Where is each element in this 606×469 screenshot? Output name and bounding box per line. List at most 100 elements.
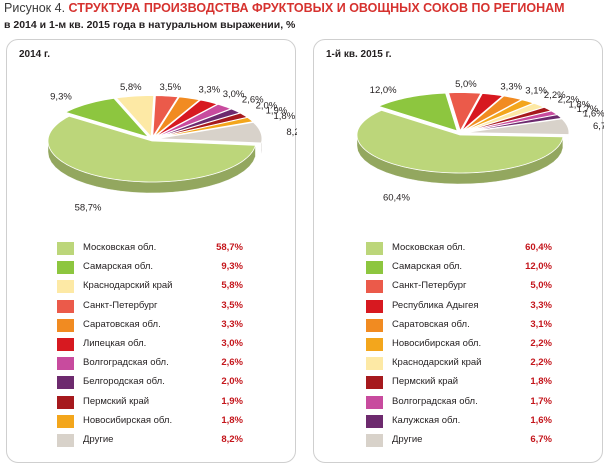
legend-swatch xyxy=(366,357,383,371)
chart-panel-2015q1: 1-й кв. 2015 г. 60,4% 12,0% 5,0% 3,3% 3,1% 2,… xyxy=(313,39,606,463)
pie-slice-липецкая-обл xyxy=(154,99,219,138)
legend-value: 5,8% xyxy=(221,280,243,292)
pie-value-label: 9,3% xyxy=(50,92,72,103)
pie-slice-пермский-край xyxy=(464,106,553,132)
legend-label: Самарская обл. xyxy=(83,261,154,273)
legend-value: 3,0% xyxy=(221,337,243,349)
legend-item: Белгородская обл. 2,0% xyxy=(57,374,307,393)
legend-label: Московская обл. xyxy=(83,242,157,253)
pie-value-label: 8,2% xyxy=(286,127,297,138)
legend-label: Калужская обл. xyxy=(392,414,461,426)
legend-label: Московская обл. xyxy=(392,242,466,253)
pie-value-label: 1,7% xyxy=(577,104,599,115)
pie-slice-самарская-обл xyxy=(64,97,150,138)
legend-label: Волгоградская обл. xyxy=(392,395,478,407)
pie-value-label: 2,0% xyxy=(256,100,278,111)
pie-value-label: 5,0% xyxy=(455,79,477,90)
legend-item: Пермский край 1,8% xyxy=(366,374,606,393)
legend-label: Самарская обл. xyxy=(392,261,463,273)
legend-swatch xyxy=(57,414,74,428)
legend-value: 2,0% xyxy=(221,376,243,388)
legend-swatch xyxy=(366,318,383,332)
pie-slice-московская-обл xyxy=(47,115,256,183)
pie-value-label: 2,6% xyxy=(242,95,264,106)
legend-label: Пермский край xyxy=(83,395,150,407)
legend-item: Другие 6,7% xyxy=(366,432,606,451)
legend-label: Другие xyxy=(83,433,114,445)
legend-swatch xyxy=(366,376,383,390)
chart-panel-2014: 2014 г. 58,7% 9,3% 5,8% 3,5% 3,3% 3,0% 2,6% 2,0… xyxy=(6,39,297,463)
legend-value: 2,2% xyxy=(530,357,552,369)
legend-value: 3,1% xyxy=(530,318,552,330)
legend-item: Пермский край 1,9% xyxy=(57,394,307,413)
legend-item: Московская обл. 60,4% xyxy=(366,240,606,259)
legend-label: Саратовская обл. xyxy=(83,318,161,330)
pie-slice-другие xyxy=(465,118,570,135)
legend-label: Санкт-Петербург xyxy=(83,299,158,311)
legend-value: 6,7% xyxy=(530,433,552,445)
pie-value-label: 3,5% xyxy=(159,82,181,93)
legend-value: 1,7% xyxy=(530,395,552,407)
legend-item: Липецкая обл. 3,0% xyxy=(57,336,307,355)
legend-item: Самарская обл. 9,3% xyxy=(57,259,307,278)
legend-swatch xyxy=(57,318,74,332)
pie-value-label: 3,0% xyxy=(223,89,245,100)
legend-value: 3,5% xyxy=(221,299,243,311)
pie-slice-волгоградская-обл xyxy=(155,103,232,138)
legend-label: Волгоградская обл. xyxy=(83,357,169,369)
figure-number: Рисунок 4. xyxy=(4,1,66,15)
legend-item: Волгоградская обл. 2,6% xyxy=(57,355,307,374)
pie-value-label: 6,7% xyxy=(593,121,604,132)
legend-item: Самарская обл. 12,0% xyxy=(366,259,606,278)
pie-value-label: 3,3% xyxy=(199,85,221,96)
legend-label: Санкт-Петербург xyxy=(392,280,467,292)
legend-swatch xyxy=(366,242,383,255)
legend-value: 5,0% xyxy=(530,280,552,292)
legend-swatch xyxy=(366,414,383,428)
pie-slice-волгоградская-обл xyxy=(465,110,558,133)
legend-label: Белгородская обл. xyxy=(83,376,165,388)
legend-value: 60,4% xyxy=(525,242,552,253)
legend-label: Другие xyxy=(392,433,423,445)
legend-value: 2,6% xyxy=(221,357,243,369)
legend-swatch xyxy=(366,433,383,447)
pie-slice-белгородская-обл xyxy=(156,108,241,138)
legend-swatch xyxy=(57,357,74,371)
legend-item: Другие 8,2% xyxy=(57,432,307,451)
legend-label: Республика Адыгея xyxy=(392,299,479,311)
legend-value: 58,7% xyxy=(216,242,243,253)
legend-value: 2,2% xyxy=(530,337,552,349)
legend-swatch xyxy=(366,280,383,294)
chart-title: 2014 г. xyxy=(19,49,50,60)
pie-slice-краснодарский-край xyxy=(464,102,545,132)
pie-slice-новосибирская-обл xyxy=(463,99,535,132)
legend-item: Санкт-Петербург 5,0% xyxy=(366,278,606,297)
legend-item: Краснодарский край 5,8% xyxy=(57,278,307,297)
pie-value-label: 3,1% xyxy=(525,85,547,96)
pie-slice-саратовская-обл xyxy=(462,95,523,132)
pie-value-label: 3,3% xyxy=(500,81,522,92)
legend-swatch xyxy=(57,242,74,255)
pie-slice-пермский-край xyxy=(156,112,249,139)
legend-swatch xyxy=(57,376,74,390)
pie-value-label: 12,0% xyxy=(370,85,397,96)
pie-slice-республика-адыгея xyxy=(461,93,504,132)
pie-slice-самарская-обл xyxy=(377,92,458,132)
legend-2015q1: Московская обл. 60,4% Самарская обл. 12,0% С… xyxy=(366,240,606,451)
legend-swatch xyxy=(57,337,74,351)
pie-value-label: 58,7% xyxy=(75,202,102,213)
pie-value-label: 1,8% xyxy=(274,111,296,122)
pie-slice-новосибирская-обл xyxy=(157,117,254,139)
pie-slice-санкт-петербург xyxy=(448,92,482,132)
legend-swatch xyxy=(366,337,383,351)
legend-value: 1,6% xyxy=(530,414,552,426)
pie-slice-санкт-петербург xyxy=(152,95,179,137)
legend-item: Волгоградская обл. 1,7% xyxy=(366,394,606,413)
pie-value-label: 2,2% xyxy=(558,95,580,106)
legend-value: 8,2% xyxy=(221,433,243,445)
chart-title: 1-й кв. 2015 г. xyxy=(326,49,392,60)
legend-value: 12,0% xyxy=(525,261,552,273)
legend-label: Краснодарский край xyxy=(83,280,173,292)
legend-value: 3,3% xyxy=(221,318,243,330)
pie-slice-саратовская-обл xyxy=(153,96,201,138)
